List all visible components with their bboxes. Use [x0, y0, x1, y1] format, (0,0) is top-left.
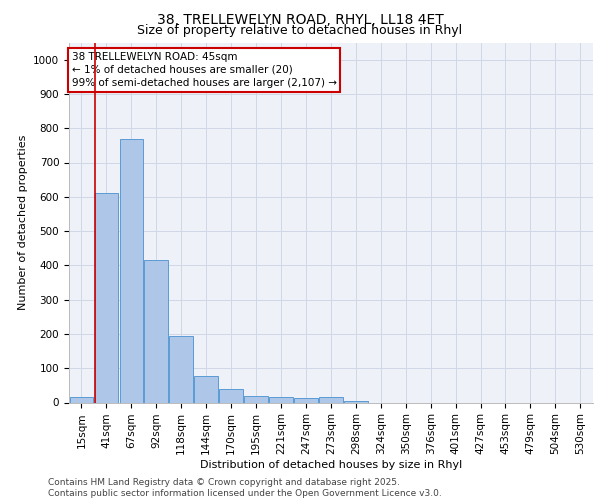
Bar [244, 396, 268, 402]
X-axis label: Distribution of detached houses by size in Rhyl: Distribution of detached houses by size … [200, 460, 462, 470]
Bar [95, 194, 118, 402]
Bar [294, 398, 318, 402]
Text: 38 TRELLEWELYN ROAD: 45sqm
← 1% of detached houses are smaller (20)
99% of semi-: 38 TRELLEWELYN ROAD: 45sqm ← 1% of detac… [71, 52, 337, 88]
Bar [269, 396, 293, 402]
Bar [219, 389, 243, 402]
Bar [319, 398, 343, 402]
Bar [194, 376, 218, 402]
Y-axis label: Number of detached properties: Number of detached properties [17, 135, 28, 310]
Text: Contains HM Land Registry data © Crown copyright and database right 2025.
Contai: Contains HM Land Registry data © Crown c… [48, 478, 442, 498]
Text: 38, TRELLEWELYN ROAD, RHYL, LL18 4ET: 38, TRELLEWELYN ROAD, RHYL, LL18 4ET [157, 12, 443, 26]
Bar [169, 336, 193, 402]
Bar [145, 260, 168, 402]
Bar [70, 398, 94, 402]
Bar [344, 401, 368, 402]
Text: Size of property relative to detached houses in Rhyl: Size of property relative to detached ho… [137, 24, 463, 37]
Bar [119, 138, 143, 402]
